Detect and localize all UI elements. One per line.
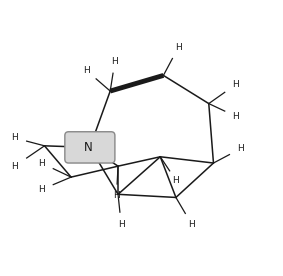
Text: H: H bbox=[11, 162, 18, 171]
Text: H: H bbox=[118, 219, 125, 229]
Text: H: H bbox=[232, 80, 239, 89]
Text: H: H bbox=[38, 158, 45, 168]
Text: H: H bbox=[232, 112, 239, 121]
Text: H: H bbox=[11, 134, 18, 142]
Text: H: H bbox=[112, 57, 118, 66]
Text: H: H bbox=[38, 185, 45, 194]
Text: N: N bbox=[84, 141, 93, 154]
Text: H: H bbox=[173, 176, 179, 185]
Text: H: H bbox=[83, 66, 90, 75]
Text: H: H bbox=[175, 43, 182, 52]
Text: H: H bbox=[113, 191, 120, 200]
FancyBboxPatch shape bbox=[65, 132, 115, 163]
Text: H: H bbox=[237, 144, 243, 153]
Text: H: H bbox=[188, 219, 195, 229]
